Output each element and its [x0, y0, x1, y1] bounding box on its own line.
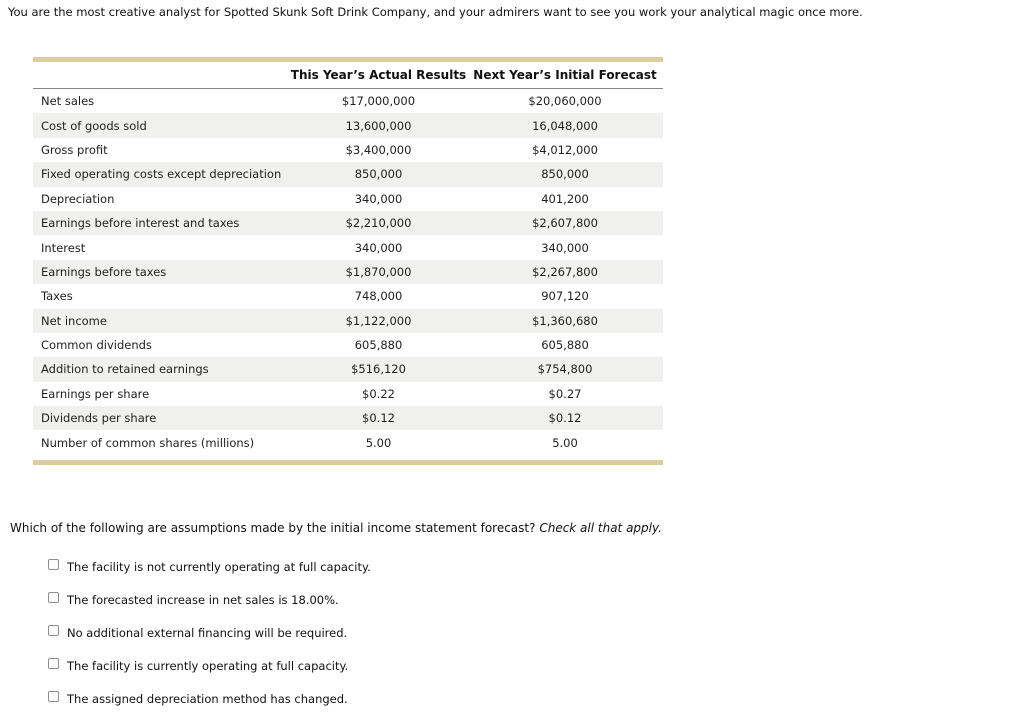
row-label: Interest: [41, 240, 86, 255]
option-checkbox[interactable]: [48, 558, 59, 570]
question-emphasis: Check all that apply.: [539, 520, 662, 535]
row-actual-value: 748,000: [354, 289, 403, 304]
options-list: The facility is not currently operating …: [48, 558, 1024, 706]
table-row: Earnings per share $0.22 $0.27: [33, 382, 663, 406]
row-actual-value: $516,120: [351, 362, 406, 377]
question-text: Which of the following are assumptions m…: [10, 521, 1024, 536]
row-forecast-value: $1,360,680: [532, 313, 598, 328]
answer-option: The facility is currently operating at f…: [48, 657, 1024, 673]
row-label: Addition to retained earnings: [41, 362, 209, 377]
row-actual-value: $3,400,000: [345, 142, 412, 157]
row-label: Depreciation: [41, 191, 115, 206]
row-label: Fixed operating costs except depreciatio…: [41, 167, 282, 182]
row-label: Earnings before interest and taxes: [41, 216, 240, 231]
row-actual-value: $17,000,000: [341, 94, 416, 109]
table-row: Net sales $17,000,000 $20,060,000: [33, 89, 663, 113]
row-label: Gross profit: [41, 142, 108, 157]
row-actual-value: 340,000: [354, 240, 403, 255]
column-header-actual: This Year’s Actual Results: [290, 68, 467, 82]
table-row: Dividends per share $0.12 $0.12: [33, 406, 663, 431]
row-label: Cost of goods sold: [41, 118, 147, 133]
income-statement-table: This Year’s Actual Results Next Year’s I…: [33, 57, 663, 465]
row-actual-value: $2,210,000: [345, 216, 412, 231]
option-checkbox[interactable]: [48, 690, 59, 702]
column-header-forecast: Next Year’s Initial Forecast: [473, 68, 657, 82]
option-label: No additional external financing will be…: [67, 625, 348, 640]
row-actual-value: 850,000: [354, 167, 403, 182]
row-actual-value: $0.12: [362, 411, 395, 426]
row-label: Number of common shares (millions): [41, 435, 255, 450]
table-bottom-accent-bar: [33, 459, 663, 465]
row-label: Taxes: [41, 289, 73, 304]
statement-table-body: Net sales $17,000,000 $20,060,000 Cost o…: [33, 89, 663, 455]
intro-text: You are the most creative analyst for Sp…: [8, 5, 863, 19]
question-main: Which of the following are assumptions m…: [10, 520, 536, 535]
table-row: Interest 340,000 340,000: [33, 235, 663, 259]
option-label: The facility is not currently operating …: [67, 559, 371, 574]
row-forecast-value: $4,012,000: [532, 142, 598, 157]
table-row: Addition to retained earnings $516,120 $…: [33, 357, 663, 382]
row-label: Earnings before taxes: [41, 264, 167, 279]
row-forecast-value: $0.12: [548, 411, 582, 426]
table-row: Earnings before taxes $1,870,000 $2,267,…: [33, 259, 663, 285]
row-forecast-value: 16,048,000: [532, 118, 598, 133]
table-row: Depreciation 340,000 401,200: [33, 187, 663, 211]
option-label: The assigned depreciation method has cha…: [67, 691, 348, 706]
row-label: Net sales: [41, 94, 95, 109]
row-forecast-value: 340,000: [541, 240, 589, 255]
table-row: Common dividends 605,880 605,880: [33, 333, 663, 357]
row-actual-value: $0.22: [362, 386, 395, 401]
row-actual-value: $1,870,000: [345, 264, 412, 279]
row-label: Net income: [41, 313, 107, 328]
answer-option: The facility is not currently operating …: [48, 558, 1024, 574]
table-row: Gross profit $3,400,000 $4,012,000: [33, 138, 663, 162]
row-forecast-value: 401,200: [541, 191, 589, 206]
row-label: Earnings per share: [41, 386, 150, 401]
table-row: Cost of goods sold 13,600,000 16,048,000: [33, 113, 663, 138]
table-row: Earnings before interest and taxes $2,21…: [33, 210, 663, 236]
row-actual-value: 605,880: [354, 338, 403, 353]
table-row: Number of common shares (millions) 5.00 …: [33, 430, 663, 454]
option-checkbox[interactable]: [48, 591, 59, 603]
row-forecast-value: $754,800: [537, 362, 593, 377]
row-label: Dividends per share: [41, 411, 157, 426]
option-checkbox[interactable]: [48, 657, 59, 669]
row-forecast-value: 5.00: [552, 435, 578, 450]
row-forecast-value: 907,120: [541, 289, 589, 304]
option-checkbox[interactable]: [48, 624, 59, 636]
row-forecast-value: $2,607,800: [532, 216, 598, 231]
table-row: Taxes 748,000 907,120: [33, 284, 663, 308]
option-label: The facility is currently operating at f…: [67, 658, 349, 673]
table-top-accent-bar: [33, 57, 663, 62]
answer-option: The forecasted increase in net sales is …: [48, 591, 1024, 607]
row-forecast-value: $0.27: [548, 386, 582, 401]
row-label: Common dividends: [41, 338, 152, 353]
table-row: Fixed operating costs except depreciatio…: [33, 162, 663, 187]
row-forecast-value: $20,060,000: [528, 94, 602, 109]
row-actual-value: 13,600,000: [345, 118, 412, 133]
option-label: The forecasted increase in net sales is …: [67, 592, 339, 607]
row-actual-value: 5.00: [365, 435, 392, 450]
row-forecast-value: $2,267,800: [532, 264, 598, 279]
answer-option: No additional external financing will be…: [48, 624, 1024, 640]
row-actual-value: 340,000: [354, 191, 403, 206]
table-row: Net income $1,122,000 $1,360,680: [33, 308, 663, 333]
row-forecast-value: 850,000: [541, 167, 589, 182]
answer-option: The assigned depreciation method has cha…: [48, 690, 1024, 706]
table-header-row: This Year’s Actual Results Next Year’s I…: [33, 62, 663, 89]
row-actual-value: $1,122,000: [345, 313, 412, 328]
row-forecast-value: 605,880: [541, 338, 589, 353]
